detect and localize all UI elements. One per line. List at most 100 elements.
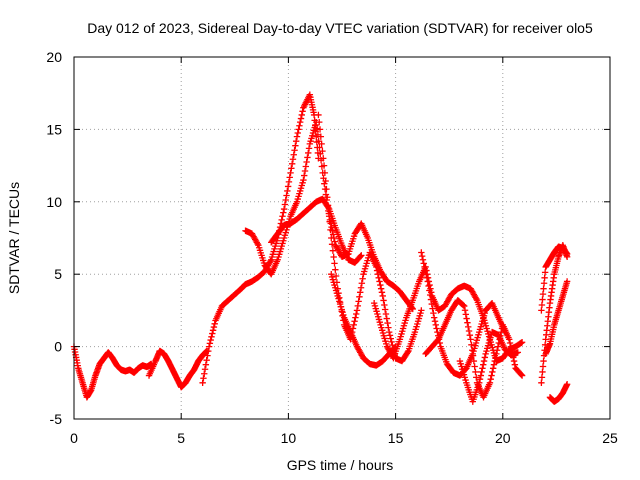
data-point	[203, 356, 210, 364]
data-point	[298, 111, 305, 119]
data-point	[476, 379, 483, 386]
data-point	[539, 290, 547, 298]
data-point	[418, 252, 426, 260]
data-point	[280, 205, 288, 213]
series-arc-9	[418, 249, 509, 379]
data-point	[538, 374, 546, 381]
data-point	[480, 361, 487, 368]
data-point	[358, 252, 365, 259]
data-point	[206, 340, 214, 347]
data-point	[207, 336, 214, 344]
data-point	[383, 315, 390, 322]
data-point	[379, 292, 386, 300]
data-point	[511, 361, 519, 368]
plot-frame	[73, 56, 611, 420]
data-point	[489, 365, 497, 372]
data-point	[301, 167, 309, 175]
data-point	[316, 144, 323, 151]
data-point	[208, 333, 215, 341]
data-point	[282, 196, 289, 204]
data-point	[279, 213, 286, 220]
data-point	[201, 366, 209, 373]
y-tick-label: 10	[46, 194, 62, 210]
data-point	[373, 263, 380, 271]
y-tick-label: 15	[46, 121, 62, 137]
data-point	[377, 285, 385, 292]
data-point	[429, 305, 436, 312]
x-tick-label: 25	[602, 430, 618, 446]
data-point	[330, 253, 337, 261]
data-point	[465, 327, 473, 335]
data-point	[473, 374, 480, 381]
data-point	[518, 339, 526, 346]
data-point	[463, 315, 470, 322]
data-point	[490, 361, 498, 368]
data-point	[422, 271, 430, 278]
data-point	[293, 133, 301, 140]
data-point	[325, 210, 333, 217]
data-point	[318, 140, 325, 148]
data-point	[373, 267, 381, 274]
data-point	[353, 307, 361, 314]
data-point	[518, 371, 525, 378]
data-point	[202, 361, 210, 368]
data-point	[430, 314, 438, 321]
data-point	[481, 354, 489, 361]
data-point	[320, 155, 327, 162]
series-arc-15	[542, 278, 571, 358]
data-point	[357, 253, 364, 260]
data-point	[418, 307, 425, 314]
data-point	[357, 284, 365, 291]
data-point	[493, 347, 501, 354]
data-point	[419, 256, 427, 263]
data-point	[465, 323, 472, 331]
data-point	[280, 209, 287, 216]
series-arc-2	[145, 347, 211, 391]
data-point	[358, 280, 366, 287]
data-point	[313, 125, 321, 132]
data-point	[200, 375, 207, 382]
data-point	[211, 320, 218, 327]
data-point	[302, 163, 310, 170]
data-point	[303, 158, 310, 166]
data-point	[421, 263, 428, 271]
data-point	[464, 319, 471, 326]
y-tick-label: 20	[46, 49, 62, 65]
data-point	[377, 281, 384, 289]
data-point	[357, 289, 364, 296]
data-point	[350, 321, 357, 329]
data-point	[288, 160, 296, 167]
data-point	[329, 247, 337, 254]
data-point	[328, 234, 335, 242]
data-point	[199, 379, 206, 386]
series-arc-14	[546, 381, 571, 405]
data-point	[204, 352, 211, 359]
data-point	[300, 176, 307, 184]
data-point	[299, 108, 306, 115]
data-point	[426, 291, 434, 299]
data-point	[487, 375, 494, 383]
x-tick-label: 15	[388, 430, 404, 446]
data-point	[201, 370, 208, 377]
data-point	[297, 115, 305, 122]
data-point	[426, 287, 433, 294]
data-point	[317, 133, 325, 140]
data-point	[425, 282, 432, 290]
data-point	[539, 368, 546, 376]
data-point	[291, 147, 298, 154]
data-point	[476, 375, 484, 383]
data-point	[479, 365, 486, 372]
data-point	[351, 318, 358, 325]
x-axis-label: GPS time / hours	[287, 457, 394, 473]
data-point	[284, 183, 292, 190]
series-arc-7	[328, 271, 399, 369]
data-point	[538, 301, 546, 309]
data-point	[301, 172, 308, 179]
data-point	[539, 296, 546, 303]
data-point	[494, 343, 502, 350]
x-tick-label: 0	[70, 430, 78, 446]
data-point	[323, 185, 330, 193]
series-arc-13	[538, 243, 571, 314]
data-point	[294, 129, 301, 137]
